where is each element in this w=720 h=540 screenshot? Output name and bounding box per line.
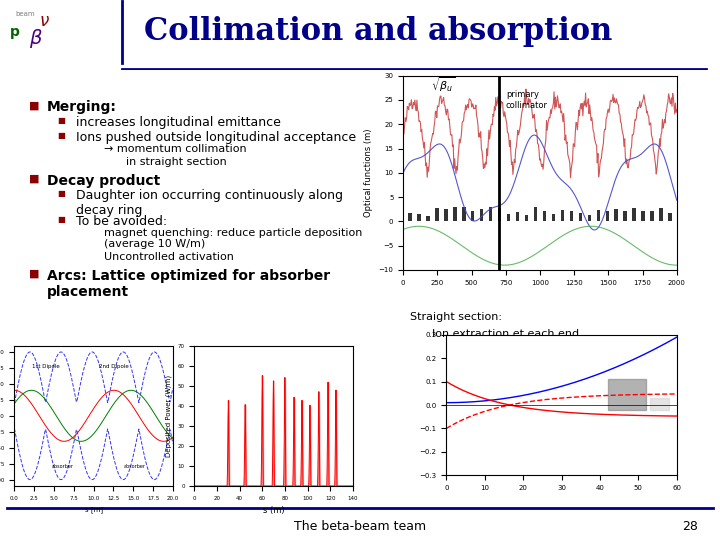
Text: To be avoided:: To be avoided: [76, 215, 167, 228]
Bar [614, 209, 618, 221]
Bar [418, 214, 420, 221]
Bar [489, 207, 492, 221]
Text: ■: ■ [58, 215, 66, 224]
Bar [507, 214, 510, 221]
Text: Decay product: Decay product [47, 174, 160, 188]
Text: Merging:: Merging: [47, 100, 117, 114]
Bar [660, 208, 662, 221]
Bar [27, 359, 66, 374]
Text: absorber: absorber [52, 464, 74, 469]
Text: Collimation and absorption: Collimation and absorption [144, 16, 613, 47]
Bar [552, 214, 555, 221]
Text: ■: ■ [58, 116, 66, 125]
Text: ■: ■ [58, 131, 66, 140]
Bar [588, 215, 591, 221]
Text: ■: ■ [29, 269, 40, 279]
Bar [125, 458, 144, 475]
Text: Arcs: Lattice optimized for absorber
placement: Arcs: Lattice optimized for absorber pla… [47, 269, 330, 299]
Text: Uncontrolled activation: Uncontrolled activation [104, 252, 234, 262]
Text: Straight section:: Straight section: [410, 312, 503, 322]
Text: 2nd Dipole: 2nd Dipole [99, 364, 128, 369]
Bar [624, 212, 627, 221]
Text: 28: 28 [683, 520, 698, 534]
Bar [435, 208, 438, 221]
Text: in straight section: in straight section [126, 157, 227, 167]
Bar [668, 213, 672, 221]
Text: Ions pushed outside longitudinal acceptance: Ions pushed outside longitudinal accepta… [76, 131, 356, 144]
Text: beam: beam [16, 10, 35, 17]
Bar [408, 213, 412, 221]
Text: → momentum collimation: → momentum collimation [104, 144, 247, 154]
Bar [543, 211, 546, 221]
Text: $\nu$: $\nu$ [39, 12, 50, 30]
Bar [606, 212, 609, 221]
Bar [480, 209, 483, 221]
X-axis label: s (m): s (m) [263, 507, 284, 515]
Text: CERN: CERN [655, 22, 684, 32]
Bar [53, 458, 73, 475]
Text: $\sqrt{\beta_u}$: $\sqrt{\beta_u}$ [431, 76, 455, 94]
Y-axis label: Optical functions (m): Optical functions (m) [364, 129, 373, 217]
Bar [94, 359, 133, 374]
Text: ■: ■ [29, 100, 40, 111]
Bar [650, 211, 654, 221]
Y-axis label: Deposited Power (W/m): Deposited Power (W/m) [166, 375, 172, 457]
Bar [444, 208, 448, 221]
Bar [498, 208, 501, 221]
Text: Daughter ion occurring continuously along
decay ring: Daughter ion occurring continuously alon… [76, 189, 343, 217]
Text: primary
collimator: primary collimator [506, 90, 548, 110]
Text: ■: ■ [29, 174, 40, 184]
Text: magnet quenching: reduce particle deposition
(average 10 W/m): magnet quenching: reduce particle deposi… [104, 228, 363, 249]
Text: absorber: absorber [123, 464, 145, 469]
Bar [561, 210, 564, 221]
Bar [426, 216, 430, 221]
Bar [525, 215, 528, 221]
Bar [570, 211, 573, 221]
Text: ■: ■ [58, 189, 66, 198]
Bar [642, 211, 645, 221]
Text: Ion extraction et each end: Ion extraction et each end [432, 329, 579, 340]
X-axis label: s [m]: s [m] [84, 507, 103, 513]
Bar [608, 379, 646, 410]
Bar [453, 207, 456, 221]
Bar [579, 213, 582, 221]
Text: The beta-beam team: The beta-beam team [294, 520, 426, 534]
Bar [462, 207, 466, 221]
Bar [471, 211, 474, 221]
Bar [650, 398, 669, 410]
Bar [597, 210, 600, 221]
Bar [516, 212, 519, 221]
Bar [632, 208, 636, 221]
Text: A. Chance et al., CEA Saclay: A. Chance et al., CEA Saclay [475, 457, 613, 468]
Text: $\beta$: $\beta$ [29, 27, 42, 50]
Text: increases longitudinal emittance: increases longitudinal emittance [76, 116, 281, 129]
Bar [534, 207, 537, 221]
Text: p: p [10, 25, 20, 38]
Text: 1st Dipole: 1st Dipole [32, 364, 60, 369]
